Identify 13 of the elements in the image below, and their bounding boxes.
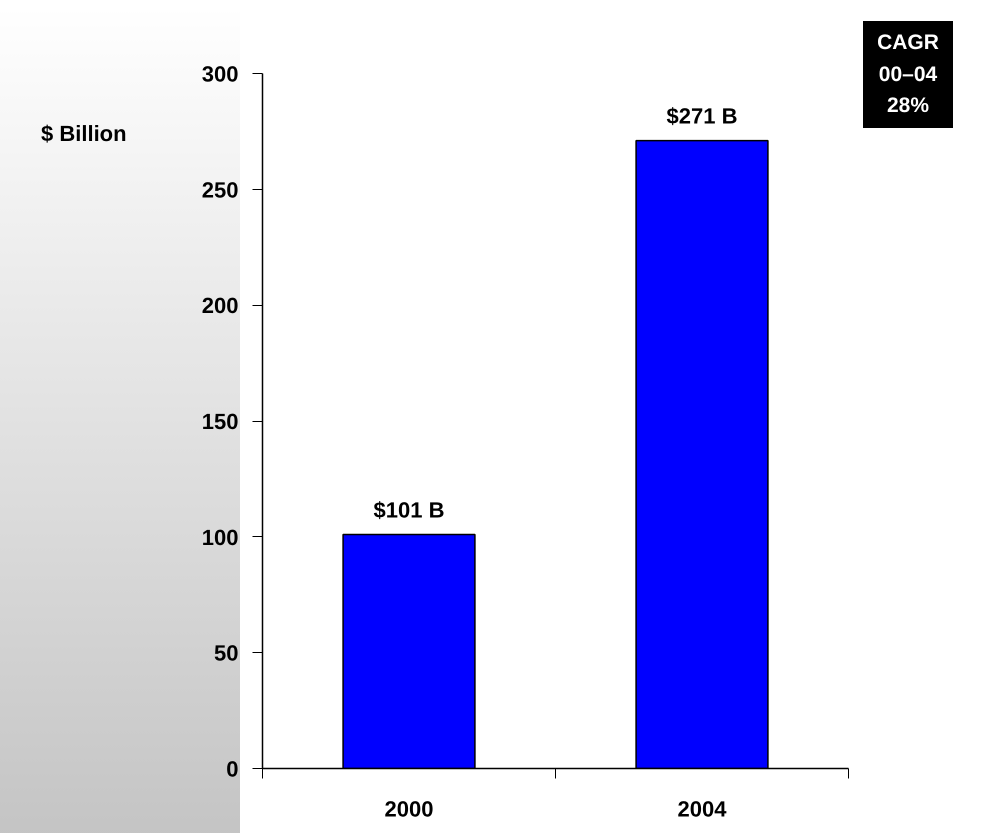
y-tick-label: 50 [214, 640, 239, 666]
x-tick-label: 2000 [384, 796, 434, 822]
data-label: $101 B [374, 498, 444, 523]
data-label: $271 B [666, 104, 738, 129]
y-tick-label: 200 [202, 293, 239, 318]
y-tick-label: 100 [202, 524, 239, 550]
text: CAGR 00–04 28% [877, 30, 939, 119]
y-tick-label: 300 [202, 62, 239, 86]
y-axis-title: $ Billion [41, 120, 127, 148]
y-tick-label: 250 [202, 177, 239, 202]
y-tick-label: 0 [226, 756, 239, 782]
x-tick-label: 2004 [678, 796, 728, 822]
y-tick-label: 150 [202, 409, 239, 434]
